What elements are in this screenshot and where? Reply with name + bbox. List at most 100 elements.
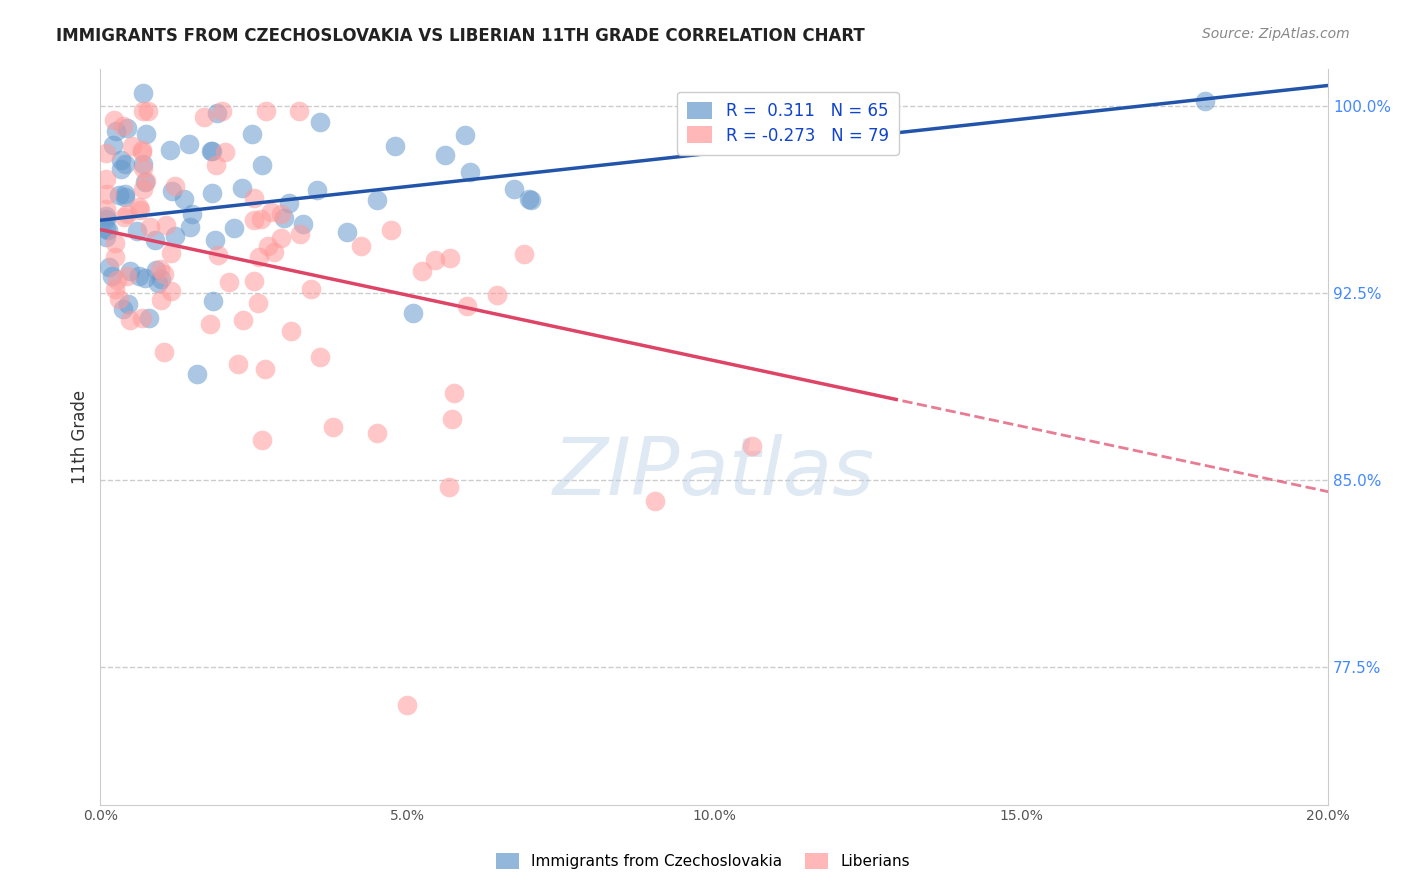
Point — [96, 172, 118, 186]
Point — [108, 292, 131, 306]
Point — [299, 282, 322, 296]
Point — [486, 288, 509, 302]
Point — [200, 144, 222, 158]
Point — [288, 103, 311, 118]
Point — [253, 362, 276, 376]
Text: IMMIGRANTS FROM CZECHOSLOVAKIA VS LIBERIAN 11TH GRADE CORRELATION CHART: IMMIGRANTS FROM CZECHOSLOVAKIA VS LIBERI… — [56, 27, 865, 45]
Point — [439, 480, 461, 494]
Point — [644, 494, 666, 508]
Point — [96, 187, 118, 202]
Point — [243, 212, 266, 227]
Point — [136, 103, 159, 118]
Y-axis label: 11th Grade: 11th Grade — [72, 390, 89, 483]
Point — [138, 310, 160, 325]
Point — [232, 312, 254, 326]
Point — [96, 202, 118, 216]
Point — [159, 246, 181, 260]
Point — [177, 137, 200, 152]
Point — [256, 239, 278, 253]
Point — [517, 192, 540, 206]
Point — [218, 275, 240, 289]
Point — [205, 106, 228, 120]
Point — [100, 268, 122, 283]
Point — [250, 159, 273, 173]
Point — [290, 227, 312, 241]
Point — [231, 181, 253, 195]
Point — [132, 182, 155, 196]
Point — [402, 305, 425, 319]
Point — [104, 250, 127, 264]
Point — [145, 263, 167, 277]
Point — [222, 220, 245, 235]
Point — [270, 231, 292, 245]
Point — [160, 185, 183, 199]
Point — [252, 434, 274, 448]
Point — [305, 183, 328, 197]
Point — [96, 210, 118, 224]
Text: ZIPatlas: ZIPatlas — [553, 434, 876, 512]
Point — [207, 248, 229, 262]
Point — [180, 207, 202, 221]
Point — [105, 273, 128, 287]
Point — [454, 128, 477, 142]
Point — [1194, 94, 1216, 108]
Point — [200, 317, 222, 331]
Point — [366, 194, 388, 208]
Point — [433, 148, 456, 162]
Point — [139, 219, 162, 234]
Point — [96, 146, 118, 161]
Point — [254, 103, 277, 118]
Point — [149, 272, 172, 286]
Legend: R =  0.311   N = 65, R = -0.273   N = 79: R = 0.311 N = 65, R = -0.273 N = 79 — [678, 92, 898, 154]
Point — [243, 275, 266, 289]
Point — [513, 247, 536, 261]
Point — [132, 87, 155, 101]
Point — [250, 211, 273, 226]
Point — [280, 324, 302, 338]
Point — [243, 191, 266, 205]
Point — [458, 165, 481, 179]
Point — [104, 282, 127, 296]
Point — [110, 153, 132, 168]
Point — [309, 350, 332, 364]
Point — [336, 225, 359, 239]
Point — [134, 271, 156, 285]
Point — [146, 276, 169, 290]
Point — [201, 186, 224, 201]
Point — [396, 698, 419, 712]
Point — [273, 211, 295, 225]
Point — [118, 264, 141, 278]
Point — [384, 139, 406, 153]
Point — [132, 103, 155, 118]
Point — [101, 137, 124, 152]
Point — [117, 269, 139, 284]
Point — [117, 207, 139, 221]
Point — [159, 284, 181, 298]
Point — [423, 252, 446, 267]
Point — [247, 296, 270, 310]
Point — [186, 367, 208, 381]
Point — [204, 233, 226, 247]
Point — [155, 218, 177, 232]
Point — [149, 262, 172, 277]
Point — [107, 188, 129, 202]
Point — [132, 161, 155, 175]
Point — [308, 115, 330, 129]
Point — [96, 230, 118, 244]
Point — [193, 111, 215, 125]
Point — [134, 176, 156, 190]
Point — [112, 211, 135, 225]
Point — [292, 217, 315, 231]
Point — [159, 144, 181, 158]
Point — [143, 233, 166, 247]
Point — [205, 158, 228, 172]
Point — [741, 439, 763, 453]
Point — [439, 251, 461, 265]
Point — [380, 222, 402, 236]
Point — [270, 207, 292, 221]
Point — [121, 139, 143, 153]
Point — [110, 161, 132, 176]
Point — [260, 204, 283, 219]
Point — [103, 113, 125, 128]
Point — [179, 220, 201, 235]
